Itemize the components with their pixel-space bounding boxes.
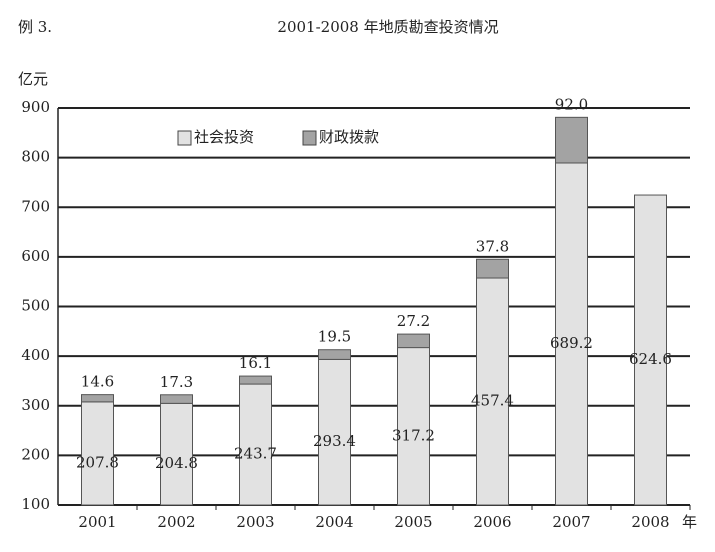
value-label: 207.8: [76, 453, 119, 471]
y-axis-label: 亿元: [18, 70, 48, 88]
y-tick-label: 300: [21, 396, 50, 414]
prefix: 例 3.: [18, 18, 52, 36]
value-label: 14.6: [81, 373, 114, 391]
value-label: 92.0: [555, 95, 588, 113]
y-tick-label: 400: [21, 346, 50, 364]
y-tick-label: 900: [21, 98, 50, 116]
bar-segment: [81, 401, 114, 506]
value-label: 27.2: [397, 312, 430, 330]
value-label: 624.6: [629, 350, 672, 368]
x-axis-unit: 年: [682, 513, 697, 531]
value-label: 243.7: [234, 445, 277, 463]
legend-label: 财政拨款: [319, 128, 379, 146]
y-tick-label: 800: [21, 148, 50, 166]
chart-title: 2001-2008 年地质勘查投资情况: [277, 18, 498, 36]
bar-segment: [634, 194, 667, 506]
bar-segment: [476, 277, 509, 506]
value-label: 457.4: [471, 392, 514, 410]
legend-swatch: [302, 130, 317, 146]
bar-segment: [160, 402, 193, 506]
y-tick-label: 200: [21, 445, 50, 463]
legend-label: 社会投资: [194, 128, 254, 146]
value-label: 19.5: [318, 328, 351, 346]
bar-segment: [318, 358, 351, 506]
y-tick-label: 600: [21, 247, 50, 265]
bar-segment: [160, 394, 193, 404]
value-label: 293.4: [313, 432, 356, 450]
x-tick-label: 2006: [473, 513, 511, 531]
y-tick-label: 100: [21, 495, 50, 513]
x-tick-label: 2004: [315, 513, 353, 531]
x-tick-label: 2002: [157, 513, 195, 531]
x-tick-label: 2007: [552, 513, 590, 531]
bar-segment: [397, 333, 430, 349]
y-tick-label: 700: [21, 197, 50, 215]
x-tick-label: 2001: [78, 513, 116, 531]
bar-segment: [239, 375, 272, 385]
bar-segment: [318, 349, 351, 360]
x-tick-label: 2005: [394, 513, 432, 531]
bar-segment: [555, 162, 588, 506]
bar-segment: [81, 394, 114, 403]
bar-segment: [555, 116, 588, 164]
x-tick-label: 2008: [631, 513, 669, 531]
value-label: 317.2: [392, 426, 435, 444]
value-label: 16.1: [239, 354, 272, 372]
legend-swatch: [177, 130, 192, 146]
bar-segment: [476, 258, 509, 279]
value-label: 204.8: [155, 454, 198, 472]
value-label: 17.3: [160, 373, 193, 391]
bar-segment: [239, 383, 272, 506]
value-label: 689.2: [550, 334, 593, 352]
value-label: 37.8: [476, 237, 509, 255]
bar-segment: [397, 347, 430, 506]
y-tick-label: 500: [21, 297, 50, 315]
x-tick-label: 2003: [236, 513, 274, 531]
